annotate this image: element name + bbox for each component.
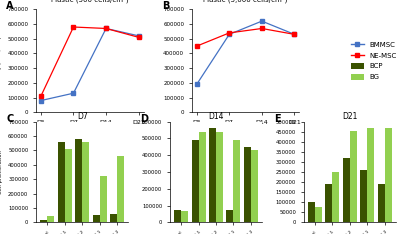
Bar xyxy=(367,128,374,222)
Text: A: A xyxy=(6,1,13,11)
Bar xyxy=(360,170,367,222)
Bar xyxy=(385,128,392,222)
Y-axis label: Cell proliferation: Cell proliferation xyxy=(0,150,2,194)
Legend: BMMSC, NE-MSC, BCP, BG: BMMSC, NE-MSC, BCP, BG xyxy=(351,42,396,80)
Bar xyxy=(181,211,188,222)
Title: D21: D21 xyxy=(342,112,358,121)
Bar xyxy=(192,140,198,222)
Bar xyxy=(343,158,350,222)
Title: Plastic (5,000 cells/cm²): Plastic (5,000 cells/cm²) xyxy=(203,0,288,3)
Bar xyxy=(110,214,117,222)
Bar xyxy=(174,210,181,222)
Title: D14: D14 xyxy=(208,112,224,121)
Bar xyxy=(226,210,234,222)
Bar xyxy=(251,150,258,222)
Bar xyxy=(332,172,339,222)
Bar xyxy=(378,184,385,222)
Title: Plastic (500 cells/cm²): Plastic (500 cells/cm²) xyxy=(51,0,128,3)
Bar xyxy=(65,149,72,222)
Bar xyxy=(308,202,315,222)
Bar xyxy=(75,139,82,222)
Text: D: D xyxy=(140,114,148,124)
Text: B: B xyxy=(162,1,169,11)
Y-axis label: Density (cells/cm²): Density (cells/cm²) xyxy=(0,36,2,86)
Text: C: C xyxy=(6,114,14,124)
Bar xyxy=(325,184,332,222)
Bar xyxy=(209,128,216,222)
Bar xyxy=(234,140,240,222)
Bar xyxy=(198,132,206,222)
Bar xyxy=(40,220,47,222)
Bar xyxy=(100,176,107,222)
Bar xyxy=(216,132,223,222)
Bar xyxy=(315,207,322,222)
Bar xyxy=(350,131,357,222)
Bar xyxy=(117,156,124,222)
Text: E: E xyxy=(274,114,281,124)
Bar xyxy=(93,215,100,222)
Bar xyxy=(82,142,89,222)
Bar xyxy=(244,147,251,222)
Bar xyxy=(47,216,54,222)
Bar xyxy=(58,142,65,222)
Title: D7: D7 xyxy=(77,112,88,121)
